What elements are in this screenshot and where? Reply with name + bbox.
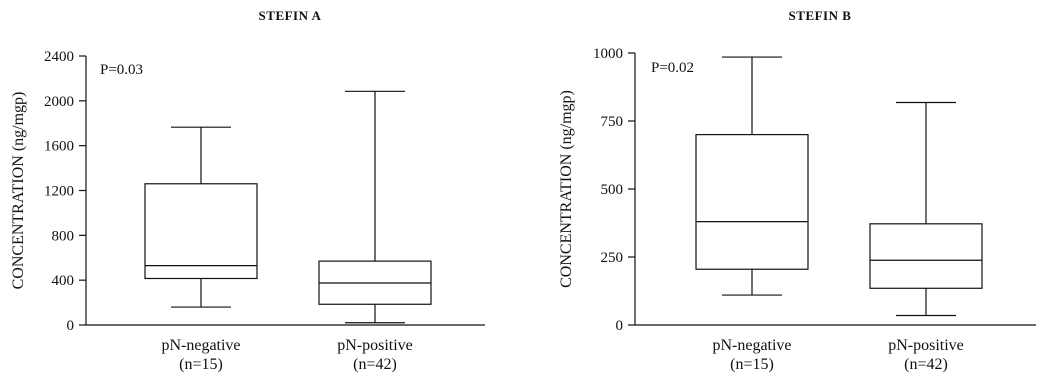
category-label: pN-positive [888, 337, 964, 354]
category-n-label: (n=15) [179, 356, 223, 373]
box-plot-pn-negative [695, 56, 809, 296]
y-tick-label: 800 [52, 228, 75, 244]
iqr-box [695, 134, 809, 270]
category-label: pN-negative [712, 337, 791, 354]
chart-panel-1: STEFIN A CONCENTRATION (ng/mgp) 0 400 800 120… [10, 8, 485, 373]
chart-panel-2: STEFIN B CONCENTRATION (ng/mgp) 0 250 500 750… [558, 8, 1036, 373]
category-label: pN-positive [337, 337, 413, 354]
box-plot-pn-positive [318, 90, 432, 324]
y-tick-label: 1000 [593, 46, 623, 62]
y-tick-label: 1600 [44, 139, 74, 155]
y-tick-label: 400 [52, 273, 75, 289]
y-tick-label: 0 [616, 318, 624, 334]
category-label: pN-negative [161, 337, 240, 354]
y-axis-label: CONCENTRATION (ng/mgp) [10, 92, 27, 290]
p-value-annotation: P=0.02 [651, 60, 694, 76]
iqr-box [869, 223, 983, 289]
y-axis-label: CONCENTRATION (ng/mgp) [558, 90, 575, 288]
box-plot-pn-positive [869, 101, 983, 317]
y-tick-label: 0 [67, 318, 75, 334]
category-n-label: (n=42) [904, 356, 948, 373]
y-tick-label: 2400 [44, 49, 74, 65]
y-tick-label: 250 [601, 250, 624, 266]
chart-title: STEFIN B [789, 8, 852, 23]
y-tick-label: 500 [601, 182, 624, 198]
p-value-annotation: P=0.03 [100, 62, 143, 78]
y-tick-label: 750 [601, 114, 624, 130]
category-n-label: (n=15) [730, 356, 774, 373]
box-plot-pn-negative [144, 126, 258, 308]
category-n-label: (n=42) [353, 356, 397, 373]
y-tick-label: 1200 [44, 184, 74, 200]
y-tick-label: 2000 [44, 94, 74, 110]
iqr-box [144, 183, 258, 280]
chart-title: STEFIN A [259, 8, 322, 23]
